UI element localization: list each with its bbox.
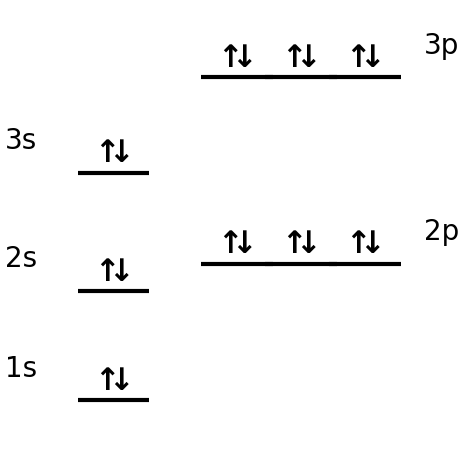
Text: ↓: ↓	[231, 230, 257, 259]
Text: ↑: ↑	[94, 139, 119, 168]
Text: 2s: 2s	[5, 245, 37, 273]
Text: ↓: ↓	[108, 367, 134, 396]
Text: ↑: ↑	[217, 44, 243, 73]
Text: ↓: ↓	[359, 44, 385, 73]
Text: 2p: 2p	[424, 218, 459, 246]
Text: ↑: ↑	[217, 230, 243, 259]
Text: 3p: 3p	[424, 31, 460, 60]
Text: ↓: ↓	[295, 230, 321, 259]
Text: ↓: ↓	[359, 230, 385, 259]
Text: ↓: ↓	[231, 44, 257, 73]
Text: ↓: ↓	[295, 44, 321, 73]
Text: ↑: ↑	[94, 258, 119, 287]
Text: ↑: ↑	[345, 44, 371, 73]
Text: ↓: ↓	[108, 258, 134, 287]
Text: ↓: ↓	[108, 139, 134, 168]
Text: ↑: ↑	[281, 44, 307, 73]
Text: ↑: ↑	[281, 230, 307, 259]
Text: ↑: ↑	[94, 367, 119, 396]
Text: ↑: ↑	[345, 230, 371, 259]
Text: 1s: 1s	[5, 354, 37, 383]
Text: 3s: 3s	[5, 127, 37, 155]
